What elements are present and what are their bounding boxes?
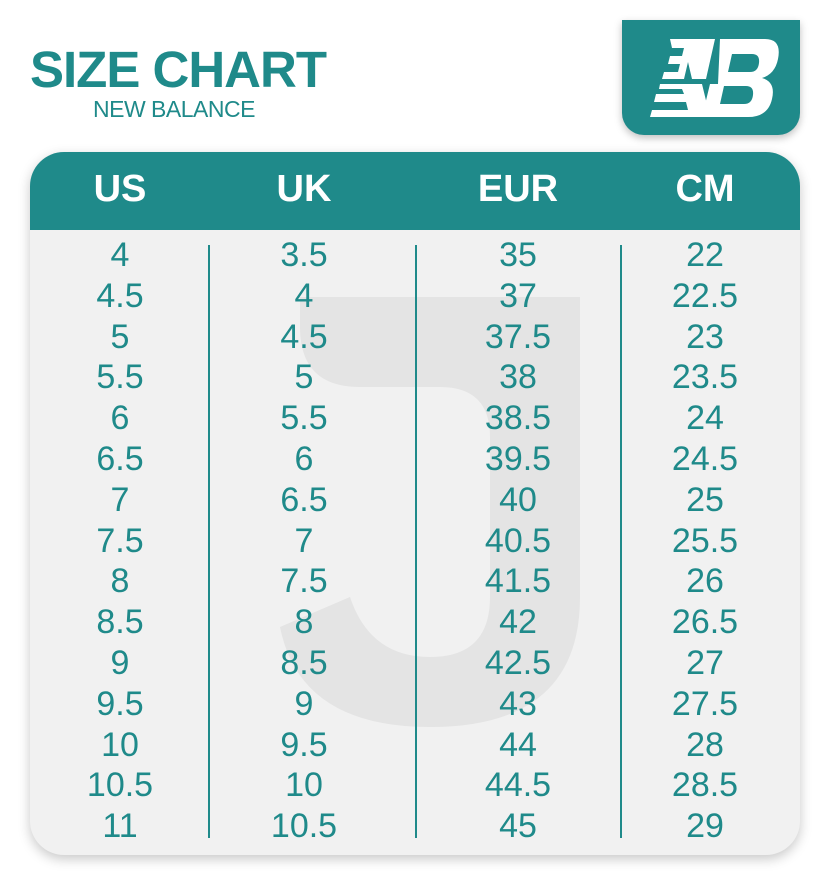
column-us: 4 4.5 5 5.5 6 6.5 7 7.5 8 8.5 9 9.5 10 10.5 11 bbox=[40, 235, 200, 847]
page-title: SIZE CHART bbox=[30, 41, 327, 98]
table-cell: 9 bbox=[110, 643, 130, 682]
table-cell: 8 bbox=[110, 562, 130, 601]
table-cell: 8.5 bbox=[96, 603, 144, 642]
table-cell: 29 bbox=[686, 807, 724, 846]
column-divider bbox=[415, 245, 417, 838]
column-uk: 3.5 4 4.5 5 5.5 6 6.5 7 7.5 8 8.5 9 9.5 10 10.5 bbox=[224, 235, 384, 847]
table-cell: 38.5 bbox=[484, 399, 552, 438]
table-cell: 9 bbox=[294, 684, 314, 723]
table-cell: 23.5 bbox=[671, 358, 739, 397]
table-cell: 39.5 bbox=[484, 439, 552, 478]
table-cell: 41.5 bbox=[484, 562, 552, 601]
table-cell: 6.5 bbox=[280, 480, 328, 519]
column-header-us: US bbox=[93, 168, 147, 210]
table-cell: 37 bbox=[499, 276, 537, 315]
table-cell: 3.5 bbox=[280, 236, 328, 274]
table-cell: 5 bbox=[294, 358, 314, 397]
table-cell: 8 bbox=[294, 603, 314, 642]
table-cell: 7.5 bbox=[96, 521, 144, 560]
table-cell: 10.5 bbox=[86, 766, 154, 805]
table-cell: 38 bbox=[499, 358, 537, 397]
new-balance-logo bbox=[622, 20, 800, 135]
table-cell: 27 bbox=[686, 643, 724, 682]
nb-logo-icon bbox=[650, 39, 779, 117]
table-cell: 37.5 bbox=[484, 317, 552, 356]
table-cell: 6.5 bbox=[96, 439, 144, 478]
column-header-uk: UK bbox=[276, 168, 332, 210]
table-cell: 24.5 bbox=[671, 439, 739, 478]
column-eur: 35 37 37.5 38 38.5 39.5 40 40.5 41.5 42 42.5 43 44 44… bbox=[438, 235, 598, 847]
table-cell: 9.5 bbox=[96, 684, 144, 723]
table-cell: 7.5 bbox=[280, 562, 328, 601]
table-cell: 5.5 bbox=[280, 399, 328, 438]
table-cell: 40.5 bbox=[484, 521, 552, 560]
watermark-icon bbox=[280, 297, 580, 727]
table-cell: 25.5 bbox=[671, 521, 739, 560]
table-cell: 10.5 bbox=[270, 807, 338, 846]
table-cell: 35 bbox=[499, 236, 537, 274]
table-cell: 5 bbox=[110, 317, 130, 356]
table-cell: 9.5 bbox=[280, 725, 328, 764]
table-cell: 42.5 bbox=[484, 643, 552, 682]
table-cell: 23 bbox=[686, 317, 724, 356]
column-header-eur: EUR bbox=[477, 168, 559, 210]
table-cell: 10 bbox=[101, 725, 139, 764]
table-cell: 10 bbox=[285, 766, 323, 805]
table-cell: 28 bbox=[686, 725, 724, 764]
table-cell: 7 bbox=[110, 480, 130, 519]
table-cell: 24 bbox=[686, 399, 724, 438]
table-cell: 22.5 bbox=[671, 276, 739, 315]
table-cell: 25 bbox=[686, 480, 724, 519]
column-divider bbox=[620, 245, 622, 838]
table-cell: 28.5 bbox=[671, 766, 739, 805]
table-cell: 6 bbox=[110, 399, 130, 438]
table-cell: 22 bbox=[686, 236, 724, 274]
size-table: US UK EUR CM 4 4.5 5 5.5 6 6.5 7 7.5 8 8.5 9 9.5 10 1… bbox=[30, 152, 800, 855]
table-cell: 6 bbox=[294, 439, 314, 478]
table-cell: 5.5 bbox=[96, 358, 144, 397]
table-cell: 45 bbox=[499, 807, 537, 846]
column-cm: 22 22.5 23 23.5 24 24.5 25 25.5 26 26.5 27 27.5 28 28… bbox=[625, 235, 785, 847]
table-cell: 4.5 bbox=[96, 276, 144, 315]
table-cell: 42 bbox=[499, 603, 537, 642]
table-cell: 11 bbox=[102, 807, 138, 846]
table-cell: 43 bbox=[499, 684, 537, 723]
table-cell: 40 bbox=[499, 480, 537, 519]
table-cell: 44 bbox=[499, 725, 537, 764]
table-cell: 27.5 bbox=[671, 684, 739, 723]
column-divider bbox=[208, 245, 210, 838]
table-cell: 4 bbox=[110, 236, 130, 274]
table-cell: 4 bbox=[294, 276, 314, 315]
table-cell: 44.5 bbox=[484, 766, 552, 805]
table-cell: 26 bbox=[686, 562, 724, 601]
table-cell: 8.5 bbox=[280, 643, 328, 682]
table-header: US UK EUR CM bbox=[30, 152, 800, 230]
table-cell: 7 bbox=[294, 521, 314, 560]
table-cell: 4.5 bbox=[280, 317, 328, 356]
table-cell: 26.5 bbox=[671, 603, 739, 642]
column-header-cm: CM bbox=[675, 168, 735, 210]
page-subtitle: NEW BALANCE bbox=[93, 96, 255, 122]
